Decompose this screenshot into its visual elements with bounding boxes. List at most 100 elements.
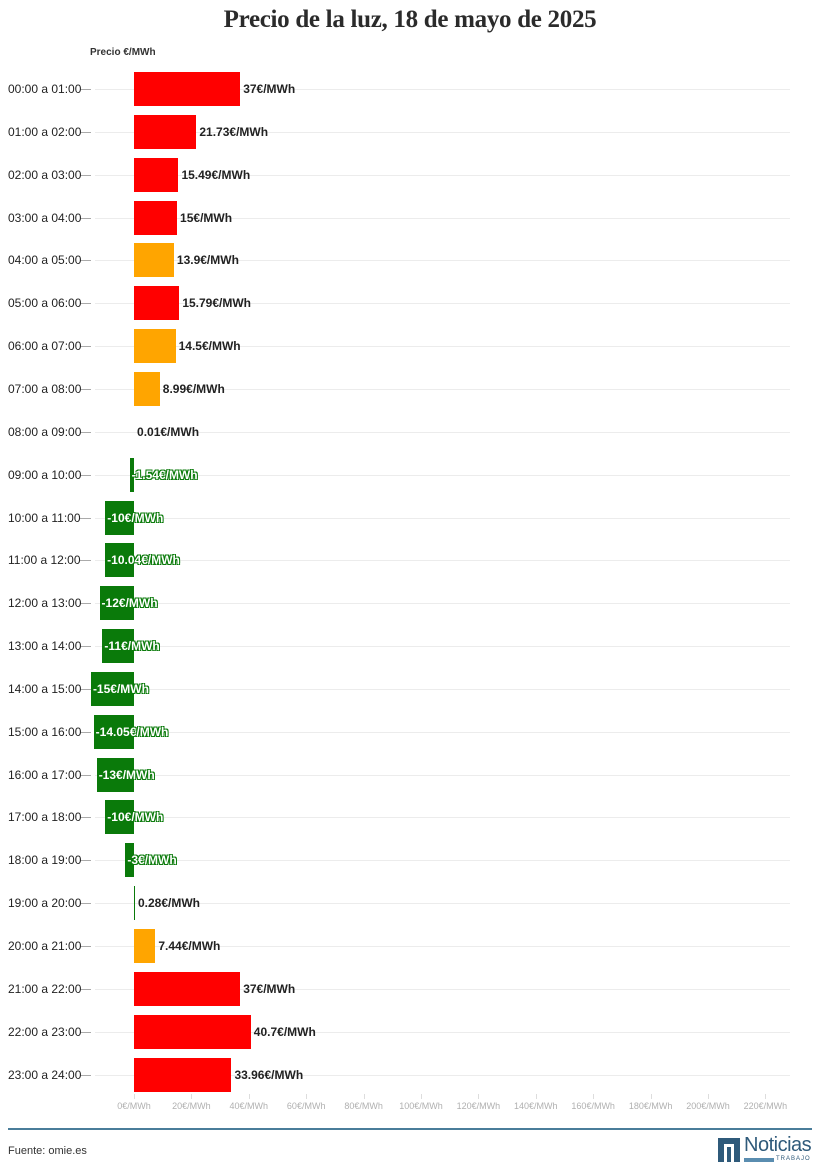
price-bar: [102, 629, 134, 664]
value-label: 8.99€/MWh: [162, 381, 225, 396]
hour-label: 18:00 a 19:00: [8, 853, 82, 868]
value-label: -12€/MWh: [101, 596, 158, 611]
chart-row: 21:00 a 22:00 37€/MWh: [0, 968, 820, 1011]
hour-label: 04:00 a 05:00: [8, 253, 82, 268]
value-label: 14.5€/MWh: [178, 339, 241, 354]
chart-row: 15:00 a 16:00 -14.05€/MWh: [0, 711, 820, 754]
price-bar: [134, 329, 176, 364]
hour-label: 07:00 a 08:00: [8, 381, 82, 396]
logo-icon: [718, 1138, 740, 1162]
chart-row: 07:00 a 08:00 8.99€/MWh: [0, 368, 820, 411]
x-axis: 0€/MWh 20€/MWh 40€/MWh 60€/MWh 80€/MWh 100€/M…: [0, 1094, 820, 1120]
chart-row: 22:00 a 23:00 40.7€/MWh: [0, 1011, 820, 1054]
x-tick-label: 0€/MWh: [117, 1101, 151, 1111]
hour-label: 16:00 a 17:00: [8, 767, 82, 782]
value-label: 15.79€/MWh: [182, 296, 252, 311]
chart-row: 01:00 a 02:00 21.73€/MWh: [0, 111, 820, 154]
price-bar: [105, 800, 134, 835]
chart-row: 11:00 a 12:00 -10.04€/MWh: [0, 539, 820, 582]
value-label: 21.73€/MWh: [199, 124, 269, 139]
x-tick-label: 60€/MWh: [286, 1101, 326, 1111]
chart-row: 18:00 a 19:00 -3€/MWh: [0, 839, 820, 882]
price-bar: [134, 929, 156, 963]
value-label: -10.04€/MWh: [107, 553, 180, 568]
x-tick-label: 20€/MWh: [172, 1101, 211, 1111]
price-bar: [134, 114, 197, 149]
price-bar: [96, 757, 134, 792]
x-tick-label: 160€/MWh: [571, 1101, 615, 1111]
x-tick-label: 200€/MWh: [686, 1101, 730, 1111]
price-bar: [90, 671, 134, 706]
chart-row: 04:00 a 05:00 13.9€/MWh: [0, 239, 820, 282]
chart-row: 03:00 a 04:00 15€/MWh: [0, 197, 820, 240]
price-bar: [129, 457, 134, 492]
chart-title: Precio de la luz, 18 de mayo de 2025: [223, 6, 597, 33]
hour-label: 08:00 a 09:00: [8, 424, 82, 439]
price-bar: [105, 500, 134, 535]
hour-label: 09:00 a 10:00: [8, 467, 82, 482]
hour-label: 22:00 a 23:00: [8, 1024, 82, 1039]
value-label: -15€/MWh: [92, 681, 149, 696]
chart-row: 17:00 a 18:00 -10€/MWh: [0, 796, 820, 839]
price-bar: [134, 886, 135, 921]
value-label: 37€/MWh: [243, 981, 296, 996]
value-label: -11€/MWh: [104, 639, 160, 654]
logo-subtext: TRABAJO: [776, 1156, 811, 1162]
chart-row: 13:00 a 14:00 -11€/MWh: [0, 625, 820, 668]
x-tick-label: 80€/MWh: [344, 1101, 383, 1111]
hour-label: 15:00 a 16:00: [8, 724, 82, 739]
value-label: 7.44€/MWh: [158, 939, 221, 953]
hour-label: 01:00 a 02:00: [8, 124, 82, 139]
hour-label: 14:00 a 15:00: [8, 681, 82, 696]
hour-label: 13:00 a 14:00: [8, 639, 82, 654]
value-label: -10€/MWh: [107, 810, 164, 825]
chart-row: 05:00 a 06:00 15.79€/MWh: [0, 282, 820, 325]
price-bar: [134, 971, 241, 1006]
hour-label: 21:00 a 22:00: [8, 981, 82, 996]
price-bar: [134, 1057, 232, 1092]
chart-row: 16:00 a 17:00 -13€/MWh: [0, 754, 820, 797]
chart-row: 20:00 a 21:00 7.44€/MWh: [0, 925, 820, 968]
chart-row: 06:00 a 07:00 14.5€/MWh: [0, 325, 820, 368]
value-label: 0.28€/MWh: [138, 896, 201, 911]
price-bar: [125, 843, 134, 878]
price-bar: [134, 72, 241, 106]
x-tick-label: 180€/MWh: [628, 1101, 673, 1111]
chart-row: 08:00 a 09:00 0.01€/MWh: [0, 411, 820, 454]
hour-label: 23:00 a 24:00: [8, 1067, 82, 1082]
chart-row: 09:00 a 10:00 -1.54€/MWh: [0, 454, 820, 497]
chart-row: 19:00 a 20:00 0.28€/MWh: [0, 882, 820, 925]
noticias-trabajo-logo: Noticias TRABAJO: [718, 1134, 813, 1166]
value-label: -13€/MWh: [98, 767, 155, 782]
price-bar: [134, 371, 160, 406]
value-label: 40.7€/MWh: [253, 1024, 316, 1039]
price-bar: [93, 714, 134, 749]
hour-label: 00:00 a 01:00: [8, 82, 82, 96]
chart-row: 14:00 a 15:00 -15€/MWh: [0, 668, 820, 711]
price-bar: [105, 543, 134, 578]
footer-divider: [8, 1128, 812, 1130]
hour-label: 11:00 a 12:00: [8, 553, 81, 568]
chart-row: 12:00 a 13:00 -12€/MWh: [0, 582, 820, 625]
price-bar: [134, 243, 174, 278]
value-label: 13.9€/MWh: [176, 253, 239, 268]
x-tick-label: 120€/MWh: [456, 1101, 501, 1111]
logo-wordmark: Noticias: [744, 1134, 812, 1156]
chart-row: 23:00 a 24:00 33.96€/MWh: [0, 1054, 820, 1097]
hour-label: 10:00 a 11:00: [8, 510, 81, 525]
hour-label: 19:00 a 20:00: [8, 896, 82, 911]
hour-label: 12:00 a 13:00: [8, 596, 82, 611]
price-bar: [134, 1014, 251, 1049]
source-note: Fuente: omie.es: [8, 1145, 87, 1157]
chart-row: 00:00 a 01:00 37€/MWh: [0, 68, 820, 111]
value-label: -14.05€/MWh: [95, 724, 169, 739]
value-label: -3€/MWh: [127, 853, 177, 868]
x-tick-label: 100€/MWh: [399, 1101, 443, 1111]
chart-row: 10:00 a 11:00 -10€/MWh: [0, 497, 820, 540]
value-label: -1.54€/MWh: [131, 467, 198, 482]
value-label: 15.49€/MWh: [181, 167, 251, 182]
x-tick-label: 140€/MWh: [514, 1101, 558, 1111]
value-label: 37€/MWh: [243, 82, 296, 96]
price-bar: [134, 200, 178, 235]
hour-label: 20:00 a 21:00: [8, 939, 82, 953]
